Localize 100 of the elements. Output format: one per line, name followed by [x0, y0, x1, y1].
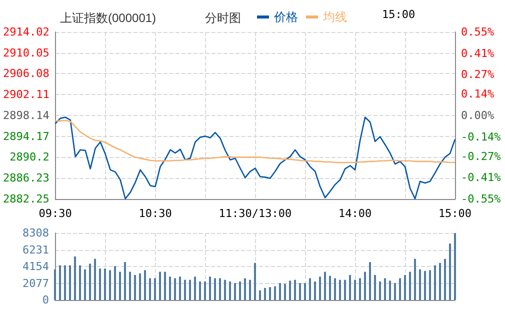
- bar: [194, 276, 196, 300]
- bar: [109, 270, 111, 300]
- y-tick-label: 4154: [22, 260, 50, 273]
- bar: [129, 272, 131, 300]
- bar: [174, 278, 176, 300]
- bar: [369, 262, 371, 300]
- bar: [339, 280, 341, 300]
- bar: [254, 262, 256, 300]
- x-tick-label: 10:30: [138, 207, 172, 220]
- line-series: [54, 120, 456, 164]
- bar: [214, 278, 216, 300]
- bar: [349, 275, 351, 300]
- y2-tick-label: 0.14%: [461, 88, 494, 101]
- bar: [264, 288, 266, 300]
- bar: [189, 280, 191, 300]
- y2-tick-label: 0.27%: [461, 68, 494, 82]
- y-tick-label: 2906.08: [3, 67, 50, 80]
- bar: [399, 278, 401, 300]
- bar: [74, 256, 76, 300]
- bar: [289, 280, 291, 300]
- bar: [124, 262, 126, 300]
- bar: [359, 278, 361, 300]
- y-tick-label: 2890.2: [10, 150, 50, 164]
- bar: [209, 276, 211, 300]
- bar: [299, 283, 301, 300]
- bar: [164, 272, 166, 300]
- bar: [304, 283, 306, 300]
- y2-tick-label: -0.41%: [461, 171, 502, 184]
- bar: [149, 278, 151, 300]
- bar: [429, 270, 431, 300]
- bar: [259, 290, 261, 300]
- bar: [244, 278, 246, 300]
- legend-label: 价格: [273, 10, 298, 24]
- bar: [324, 272, 326, 300]
- bar: [379, 281, 381, 300]
- bar: [389, 280, 391, 300]
- bar: [89, 264, 91, 300]
- bar: [424, 270, 426, 300]
- bar: [199, 281, 201, 300]
- y-tick-label: 2902.11: [3, 88, 50, 102]
- text: 15:00: [382, 8, 416, 21]
- bar: [309, 278, 311, 300]
- y-tick-label: 6231: [22, 243, 49, 256]
- bar: [439, 262, 441, 300]
- bar: [404, 275, 406, 300]
- bar: [69, 265, 71, 300]
- bar: [374, 275, 376, 300]
- bar: [114, 266, 116, 300]
- bar: [434, 265, 436, 300]
- bar: [134, 275, 136, 300]
- bar: [279, 283, 281, 300]
- chart-title: 上证指数(000001): [60, 11, 156, 25]
- bar: [94, 258, 96, 300]
- bar: [144, 270, 146, 300]
- bar: [219, 278, 221, 300]
- y-tick-label: 2077: [22, 276, 49, 290]
- x-tick-label: 11:30/13:00: [218, 207, 292, 220]
- bar: [99, 268, 101, 300]
- bar: [419, 269, 421, 300]
- bar: [274, 286, 276, 300]
- bar: [54, 269, 56, 300]
- bar: [184, 280, 186, 300]
- x-tick-label: 09:30: [38, 207, 72, 220]
- y-tick-label: 2914.02: [3, 26, 50, 38]
- x-tick-label: 14:00: [338, 207, 372, 220]
- bar: [239, 281, 241, 300]
- legend-label: 均线: [322, 10, 347, 24]
- y2-tick-label: -0.14%: [461, 130, 502, 144]
- bar: [234, 283, 236, 300]
- bar: [449, 244, 451, 300]
- bar: [414, 258, 416, 300]
- bar: [224, 280, 226, 300]
- bar: [294, 280, 296, 300]
- bar: [229, 281, 231, 300]
- y-tick-label: 2886.23: [3, 172, 50, 185]
- y-tick-label: 0: [42, 294, 49, 306]
- y-tick-label: 2910.05: [3, 46, 50, 60]
- bar: [384, 278, 386, 300]
- bar: [314, 281, 316, 300]
- y2-tick-label: 0.41%: [461, 46, 494, 60]
- bar: [179, 276, 181, 300]
- bar: [284, 284, 286, 300]
- bar: [79, 265, 81, 300]
- bar: [139, 273, 141, 300]
- y2-tick-label: -0.55%: [461, 192, 502, 206]
- y2-tick-label: 0.55%: [461, 26, 494, 38]
- y2-tick-label: -0.27%: [461, 150, 502, 163]
- bar: [204, 281, 206, 300]
- bar: [319, 276, 321, 300]
- x-tick-label: 15:00: [438, 207, 472, 220]
- bar: [334, 278, 336, 300]
- bar: [364, 272, 366, 300]
- bar: [84, 269, 86, 300]
- y-tick-label: 2882.25: [3, 192, 50, 206]
- bar: [159, 272, 161, 300]
- y-tick-label: 2898.14: [3, 108, 50, 122]
- bar: [329, 276, 331, 300]
- bar: [169, 276, 171, 300]
- bar: [344, 280, 346, 300]
- bar: [354, 280, 356, 300]
